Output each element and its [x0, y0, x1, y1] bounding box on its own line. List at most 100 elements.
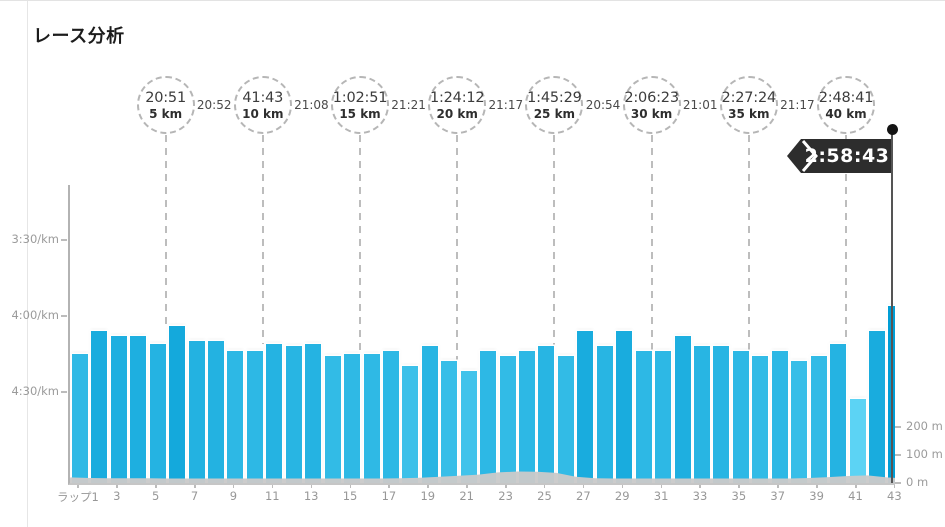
lap-bar-16[interactable] [363, 353, 380, 483]
segment-time: 20:52 [196, 98, 232, 112]
split-distance: 35 km [728, 106, 770, 121]
lap-axis-label: 35 [731, 489, 747, 503]
finish-flag-icon: 2:58:43 [787, 139, 891, 173]
pace-axis-label: 4:00/km [11, 308, 59, 322]
elevation-axis-label: 100 m [906, 447, 943, 461]
elevation-axis-tick [893, 482, 901, 484]
lap-bar-13[interactable] [305, 343, 322, 483]
lap-axis-label: 7 [190, 489, 199, 503]
lap-bar-39[interactable] [810, 356, 827, 483]
lap-bar-6[interactable] [169, 326, 186, 483]
split-marker-30km: 2:06:23 30 km [622, 76, 681, 134]
split-distance: 30 km [630, 106, 673, 121]
lap-axis-label: 41 [848, 489, 863, 503]
lap-bar-20[interactable] [441, 361, 458, 483]
lap-bar-14[interactable] [324, 356, 341, 483]
lap-bar-4[interactable] [130, 336, 147, 483]
lap-axis-label: ラップ1 [56, 490, 99, 504]
split-marker-5km: 20:51 5 km [136, 76, 195, 134]
lap-axis-tick [194, 484, 196, 488]
pace-axis-tick [61, 239, 67, 242]
split-marker-40km: 2:48:41 40 km [817, 76, 875, 134]
lap-axis-label: 39 [809, 489, 824, 503]
segment-time: 20:54 [585, 98, 621, 112]
lap-axis-tick [582, 484, 585, 488]
lap-bar-11[interactable] [266, 343, 283, 483]
lap-bar-2[interactable] [91, 331, 108, 483]
split-marker-line-35km [747, 135, 750, 352]
lap-axis-tick [116, 484, 118, 488]
lap-bar-28[interactable] [596, 346, 613, 483]
lap-axis-label: 13 [303, 489, 319, 503]
split-time: 1:02:51 [332, 89, 388, 106]
lap-bar-31[interactable] [655, 351, 672, 483]
lap-bar-40[interactable] [830, 343, 847, 483]
lap-bar-21[interactable] [460, 371, 477, 483]
lap-axis-label: 9 [229, 489, 238, 503]
lap-bar-29[interactable] [616, 331, 633, 483]
split-time: 41:43 [242, 89, 284, 106]
split-distance: 25 km [533, 106, 576, 121]
split-marker-20km: 1:24:12 20 km [428, 76, 487, 134]
lap-axis-label: 15 [342, 489, 358, 503]
lap-bar-34[interactable] [713, 346, 730, 483]
lap-bar-36[interactable] [752, 356, 769, 483]
lap-bar-33[interactable] [693, 346, 710, 483]
split-time: 20:51 [145, 89, 186, 106]
lap-bar-17[interactable] [382, 351, 399, 483]
split-marker-line-40km [845, 135, 847, 344]
lap-bar-19[interactable] [421, 346, 438, 483]
lap-pace-chart [68, 185, 895, 485]
lap-axis-tick [855, 484, 857, 488]
lap-bar-9[interactable] [227, 351, 244, 483]
lap-axis-label: 27 [576, 489, 591, 503]
finish-time: 2:58:43 [804, 145, 890, 167]
lap-bar-12[interactable] [285, 346, 302, 483]
lap-bar-7[interactable] [188, 341, 205, 483]
panel-left-border [27, 1, 28, 527]
page-title: レース分析 [33, 26, 125, 47]
lap-axis-tick [271, 484, 274, 488]
split-time: 1:24:12 [429, 89, 485, 106]
lap-bar-25[interactable] [538, 346, 555, 483]
lap-axis-tick [77, 484, 79, 488]
lap-bar-3[interactable] [110, 336, 127, 483]
lap-axis-tick [777, 484, 779, 488]
lap-bar-41[interactable] [849, 399, 866, 483]
finish-dot-icon [887, 124, 898, 135]
lap-bar-37[interactable] [771, 351, 788, 483]
lap-bar-24[interactable] [519, 351, 536, 483]
lap-bar-8[interactable] [207, 341, 224, 483]
lap-bar-15[interactable] [344, 353, 361, 483]
lap-bar-18[interactable] [402, 366, 419, 483]
lap-bar-5[interactable] [149, 343, 166, 483]
segment-time: 21:21 [391, 98, 426, 112]
lap-axis-tick [155, 484, 157, 488]
split-distance: 5 km [149, 106, 183, 121]
lap-axis-tick [893, 484, 896, 488]
lap-bar-42[interactable] [868, 331, 885, 483]
elevation-axis-tick [893, 454, 901, 456]
lap-axis-label: 23 [498, 489, 513, 503]
lap-bar-1[interactable] [71, 353, 88, 483]
pace-axis-tick [61, 315, 67, 317]
split-marker-25km: 1:45:29 25 km [525, 76, 584, 134]
lap-bar-38[interactable] [791, 361, 808, 483]
lap-bar-26[interactable] [557, 356, 574, 483]
elevation-axis-label: 200 m [906, 419, 943, 433]
lap-bar-30[interactable] [635, 351, 652, 483]
lap-axis-tick [427, 484, 429, 488]
elevation-axis-tick [893, 426, 901, 428]
lap-axis-label: 29 [614, 489, 630, 503]
split-marker-line-10km [261, 135, 264, 344]
lap-bar-32[interactable] [674, 336, 691, 483]
split-distance: 10 km [242, 106, 284, 121]
lap-bar-23[interactable] [499, 356, 516, 483]
split-marker-line-25km [553, 135, 556, 347]
lap-bar-10[interactable] [246, 351, 263, 483]
lap-bar-22[interactable] [480, 351, 497, 483]
lap-bar-35[interactable] [732, 351, 749, 483]
lap-bar-27[interactable] [577, 331, 594, 483]
split-marker-35km: 2:27:24 35 km [719, 76, 778, 134]
pace-axis-label: 4:30/km [11, 383, 59, 398]
